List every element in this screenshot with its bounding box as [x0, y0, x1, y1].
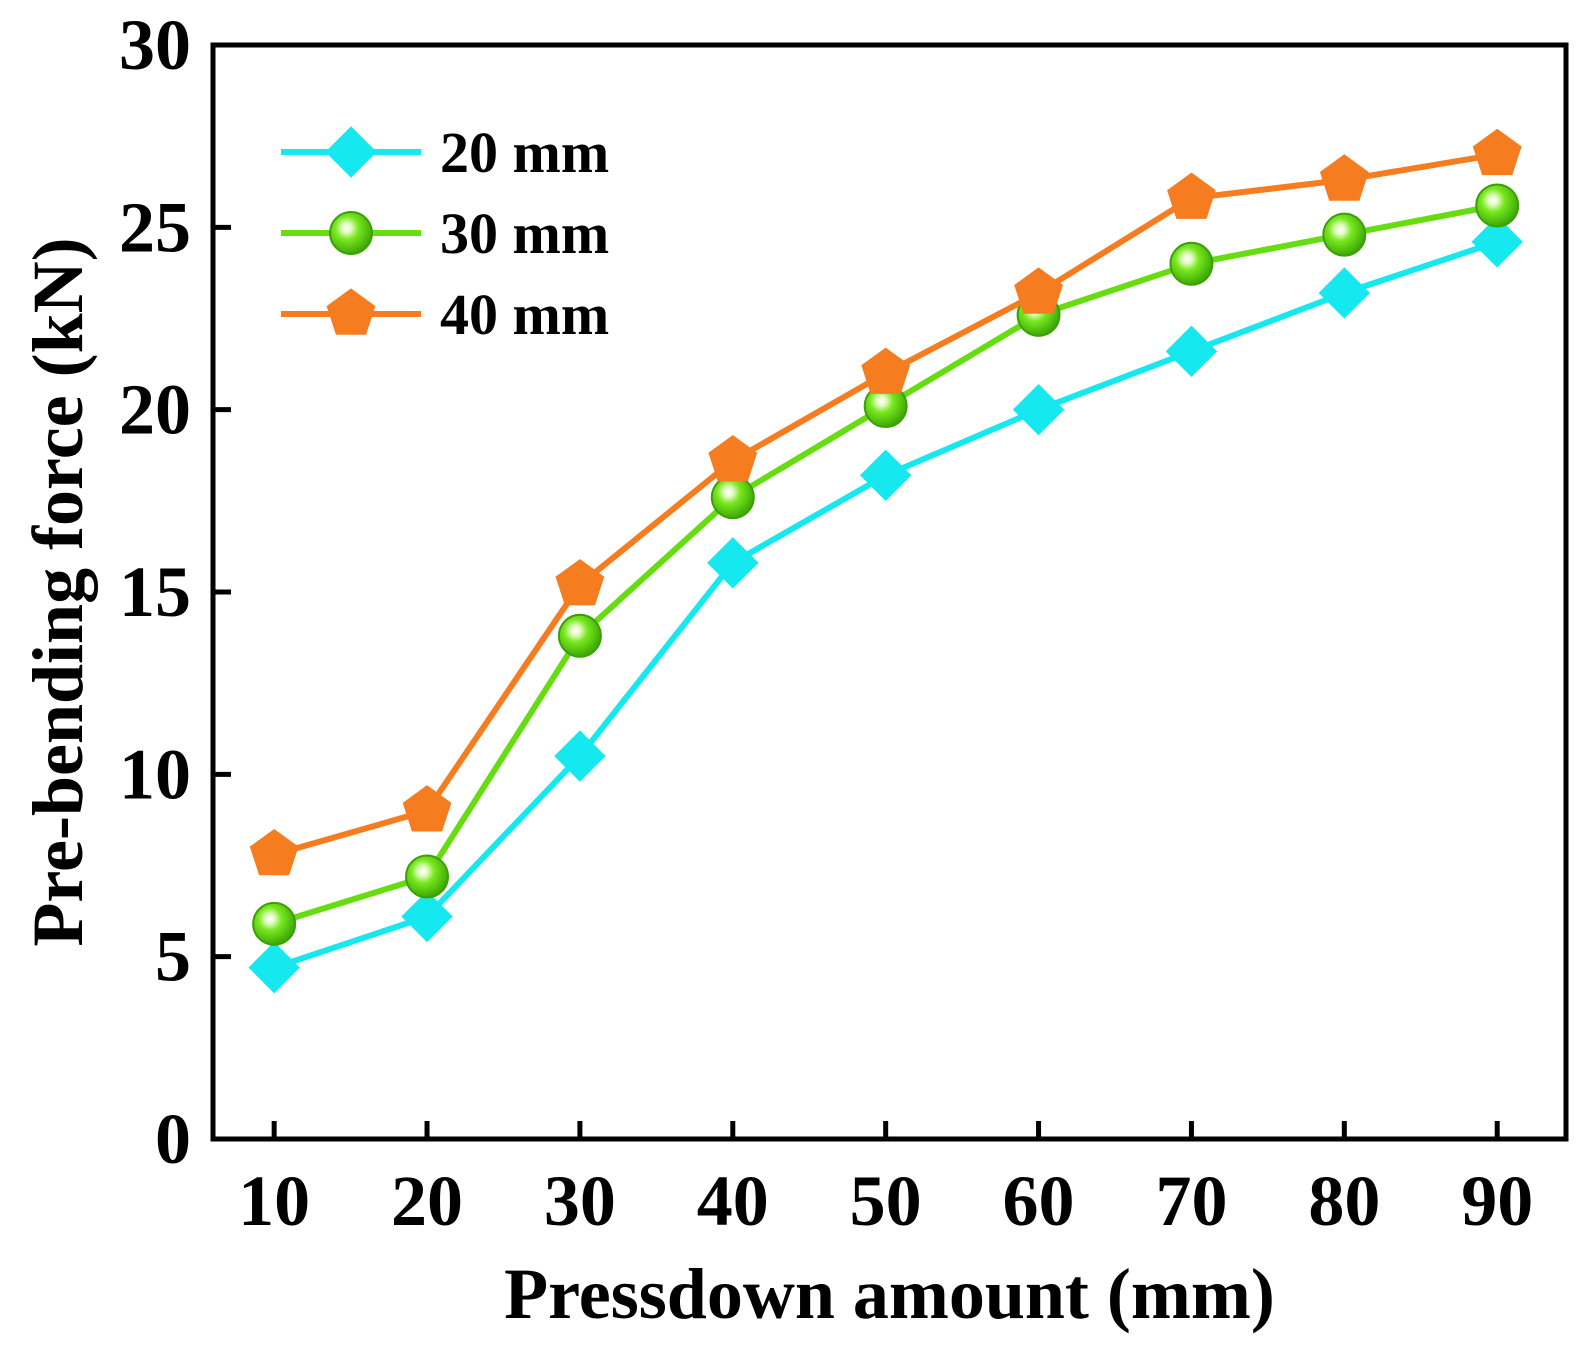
data-point: [1319, 154, 1369, 201]
x-tick-label: 20: [391, 1161, 463, 1241]
legend-marker: [326, 288, 376, 335]
x-tick-label: 50: [850, 1161, 922, 1241]
x-tick-label: 70: [1155, 1161, 1227, 1241]
x-tick-label: 30: [544, 1161, 616, 1241]
series-20-mm: [248, 216, 1523, 994]
data-point: [707, 537, 759, 589]
legend-label: 40 mm: [440, 282, 609, 347]
legend-item: 20 mm: [281, 120, 609, 185]
x-tick-label: 10: [238, 1161, 310, 1241]
data-point: [1014, 267, 1063, 314]
y-tick-label: 0: [155, 1099, 191, 1179]
y-tick-label: 15: [119, 552, 191, 632]
y-tick-label: 25: [119, 187, 191, 267]
data-point: [859, 449, 912, 502]
x-tick-label: 80: [1308, 1161, 1380, 1241]
y-tick-label: 5: [155, 917, 191, 997]
data-point: [405, 854, 450, 899]
legend-label: 30 mm: [440, 201, 609, 266]
data-point: [252, 901, 297, 946]
legend-label: 20 mm: [440, 120, 609, 185]
x-axis-title: Pressdown amount (mm): [504, 1254, 1275, 1334]
x-tick-label: 40: [697, 1161, 769, 1241]
y-axis-title: Pre-bending force (kN): [18, 237, 98, 946]
plot-frame: [210, 42, 1569, 1142]
y-tick-label: 10: [119, 734, 191, 814]
data-point: [1165, 325, 1218, 378]
x-tick-label: 60: [1003, 1161, 1075, 1241]
x-tick-label: 90: [1461, 1161, 1533, 1241]
data-point: [249, 828, 299, 876]
data-point: [861, 347, 911, 394]
data-point: [402, 785, 452, 832]
legend-item: 40 mm: [281, 282, 609, 347]
data-point: [554, 730, 606, 782]
data-point: [1012, 383, 1065, 436]
y-tick-label: 30: [119, 5, 191, 85]
data-point: [710, 475, 755, 520]
data-point: [1475, 183, 1520, 228]
y-axis: 0 5 10 15 20 25 30: [119, 5, 231, 1179]
data-point: [1322, 212, 1367, 257]
data-point: [708, 435, 758, 482]
data-point: [555, 559, 605, 606]
data-point: [1318, 267, 1371, 319]
legend: 20 mm 30 mm 40 mm: [281, 120, 609, 347]
series-layer: [248, 128, 1523, 994]
data-point: [1167, 172, 1216, 219]
data-point: [401, 890, 453, 943]
series-40-mm: [249, 128, 1522, 876]
legend-marker: [329, 211, 373, 255]
data-point: [248, 941, 300, 994]
legend-item: 30 mm: [281, 201, 609, 266]
data-point: [1169, 241, 1214, 286]
data-point: [1472, 128, 1522, 176]
x-axis: 10 20 30 40 50 60 70 80 90: [238, 1121, 1533, 1241]
legend-marker: [325, 126, 377, 178]
data-point: [1471, 216, 1523, 268]
data-point: [557, 613, 602, 658]
y-tick-label: 20: [119, 370, 191, 450]
